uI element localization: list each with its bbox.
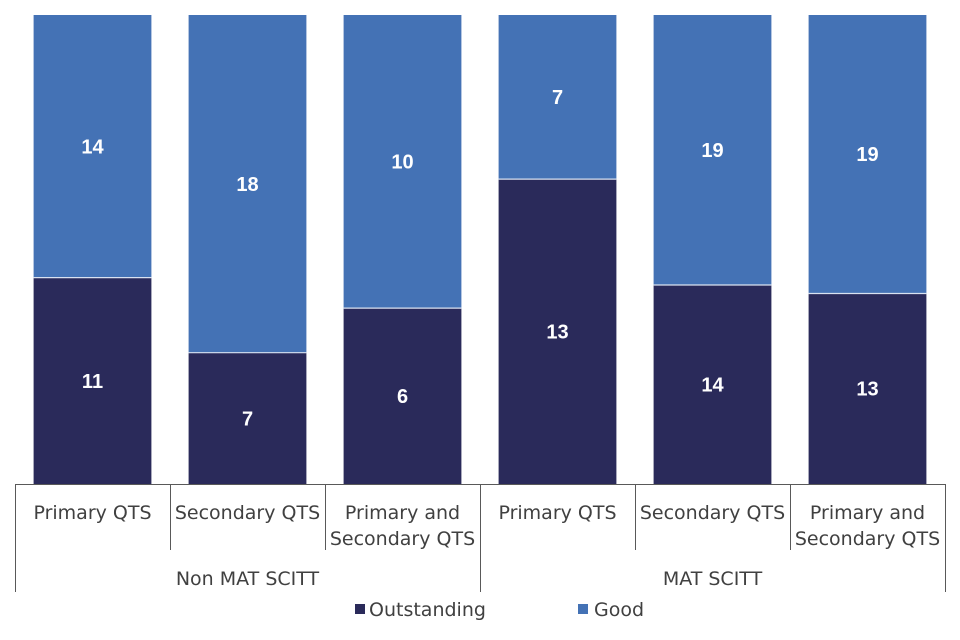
data-label-good-6: 19 xyxy=(856,144,878,166)
data-label-outstanding-2: 7 xyxy=(242,408,253,430)
legend-swatch-outstanding xyxy=(355,604,365,614)
data-label-good-4: 7 xyxy=(552,87,563,109)
bar-good-3 xyxy=(343,15,462,309)
data-label-outstanding-5: 14 xyxy=(701,375,724,397)
data-label-outstanding-6: 13 xyxy=(856,379,878,401)
data-label-outstanding-3: 6 xyxy=(397,386,408,408)
bar-outstanding-6 xyxy=(808,293,927,484)
category-label-3-line-1: Primary and xyxy=(345,502,460,524)
legend-swatch-good xyxy=(578,604,588,614)
data-label-outstanding-1: 11 xyxy=(82,371,103,393)
legend-label-good: Good xyxy=(594,599,644,621)
bar-outstanding-5 xyxy=(653,285,772,484)
data-label-good-1: 14 xyxy=(81,136,104,158)
category-label-6-line-2: Secondary QTS xyxy=(795,528,940,550)
category-label-3-line-2: Secondary QTS xyxy=(330,528,475,550)
group-label-1: Non MAT SCITT xyxy=(176,568,320,590)
category-axis: Primary QTS Secondary QTS Primary and Secon… xyxy=(15,484,946,592)
bar-outstanding-3 xyxy=(343,308,462,484)
bar-good-5 xyxy=(653,15,772,286)
legend: Outstanding Good xyxy=(355,599,644,621)
bar-outstanding-2 xyxy=(188,352,307,484)
legend-label-outstanding: Outstanding xyxy=(369,599,486,621)
bar-outstanding-4 xyxy=(498,179,617,484)
data-label-good-5: 19 xyxy=(701,140,723,162)
bar-outstanding-1 xyxy=(33,277,152,484)
category-label-5: Secondary QTS xyxy=(640,502,785,524)
bars-layer: 11 14 7 18 6 10 13 7 14 19 13 19 xyxy=(33,15,927,484)
bar-good-2 xyxy=(188,15,307,353)
group-label-2: MAT SCITT xyxy=(663,568,763,590)
data-label-good-3: 10 xyxy=(391,152,413,174)
data-label-good-2: 18 xyxy=(236,174,258,196)
category-label-6-line-1: Primary and xyxy=(810,502,925,524)
bar-good-6 xyxy=(808,15,927,294)
bar-good-1 xyxy=(33,15,152,278)
category-label-1: Primary QTS xyxy=(33,502,151,524)
category-label-4: Primary QTS xyxy=(498,502,616,524)
bar-good-4 xyxy=(498,15,617,180)
data-label-outstanding-4: 13 xyxy=(546,322,568,344)
category-label-2: Secondary QTS xyxy=(175,502,320,524)
